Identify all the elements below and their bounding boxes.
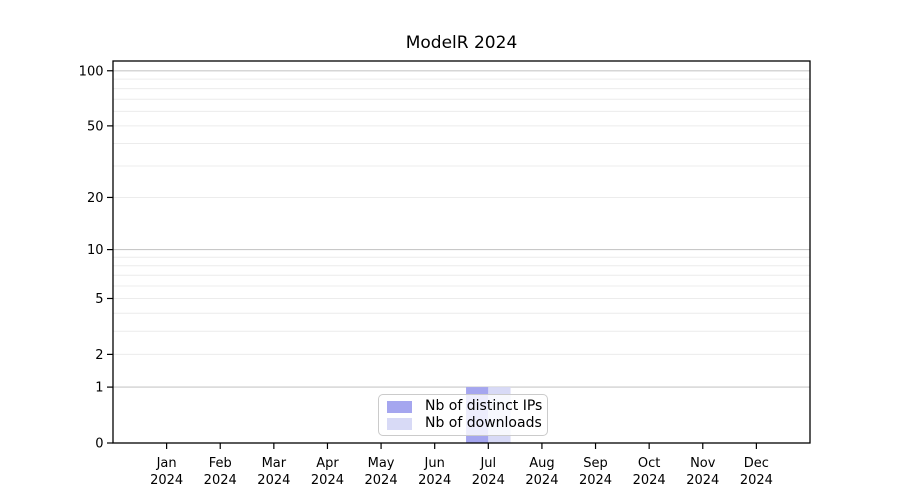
legend-label: Nb of downloads xyxy=(425,415,542,431)
x-tick-label-month: Jan xyxy=(156,456,177,471)
x-tick-label-year: 2024 xyxy=(472,473,505,488)
legend-item-downloads: Nb of downloads xyxy=(387,415,542,432)
x-tick-label-month: Jul xyxy=(479,456,496,471)
legend: Nb of distinct IPs Nb of downloads xyxy=(378,394,548,436)
y-tick-label: 2 xyxy=(95,348,103,363)
downloads-swatch-icon xyxy=(387,417,412,430)
x-tick-label-month: Sep xyxy=(583,456,608,471)
x-tick-label-year: 2024 xyxy=(686,473,719,488)
x-tick-label-month: Apr xyxy=(316,456,339,471)
x-tick-label-month: Mar xyxy=(262,456,287,471)
x-tick-label-year: 2024 xyxy=(633,473,666,488)
x-tick-label-year: 2024 xyxy=(311,473,344,488)
x-tick-label-year: 2024 xyxy=(418,473,451,488)
x-tick-label-month: May xyxy=(368,456,395,471)
y-tick-label: 20 xyxy=(87,191,104,206)
distinct-ips-swatch-icon xyxy=(387,400,412,413)
x-tick-label-month: Oct xyxy=(638,456,660,471)
y-tick-label: 1 xyxy=(95,381,103,396)
x-tick-label-month: Feb xyxy=(209,456,232,471)
y-tick-label: 50 xyxy=(87,119,104,134)
x-tick-label-year: 2024 xyxy=(204,473,237,488)
y-tick-label: 0 xyxy=(95,437,103,452)
legend-item-distinct-ips: Nb of distinct IPs xyxy=(387,398,543,415)
x-tick-label-year: 2024 xyxy=(740,473,773,488)
x-tick-label-month: Nov xyxy=(690,456,716,471)
y-tick-label: 10 xyxy=(87,243,104,258)
y-tick-label: 5 xyxy=(95,292,103,307)
y-tick-label: 100 xyxy=(79,64,104,79)
x-tick-label-year: 2024 xyxy=(150,473,183,488)
x-tick-label-month: Jun xyxy=(424,456,445,471)
x-tick-label-month: Dec xyxy=(744,456,769,471)
chart-title: ModelR 2024 xyxy=(405,33,518,53)
x-tick-label-year: 2024 xyxy=(365,473,398,488)
x-tick-label-year: 2024 xyxy=(257,473,290,488)
x-tick-label-year: 2024 xyxy=(579,473,612,488)
x-tick-label-year: 2024 xyxy=(525,473,558,488)
x-tick-label-month: Aug xyxy=(529,456,554,471)
axes-frame xyxy=(112,60,811,444)
legend-label: Nb of distinct IPs xyxy=(425,398,543,414)
